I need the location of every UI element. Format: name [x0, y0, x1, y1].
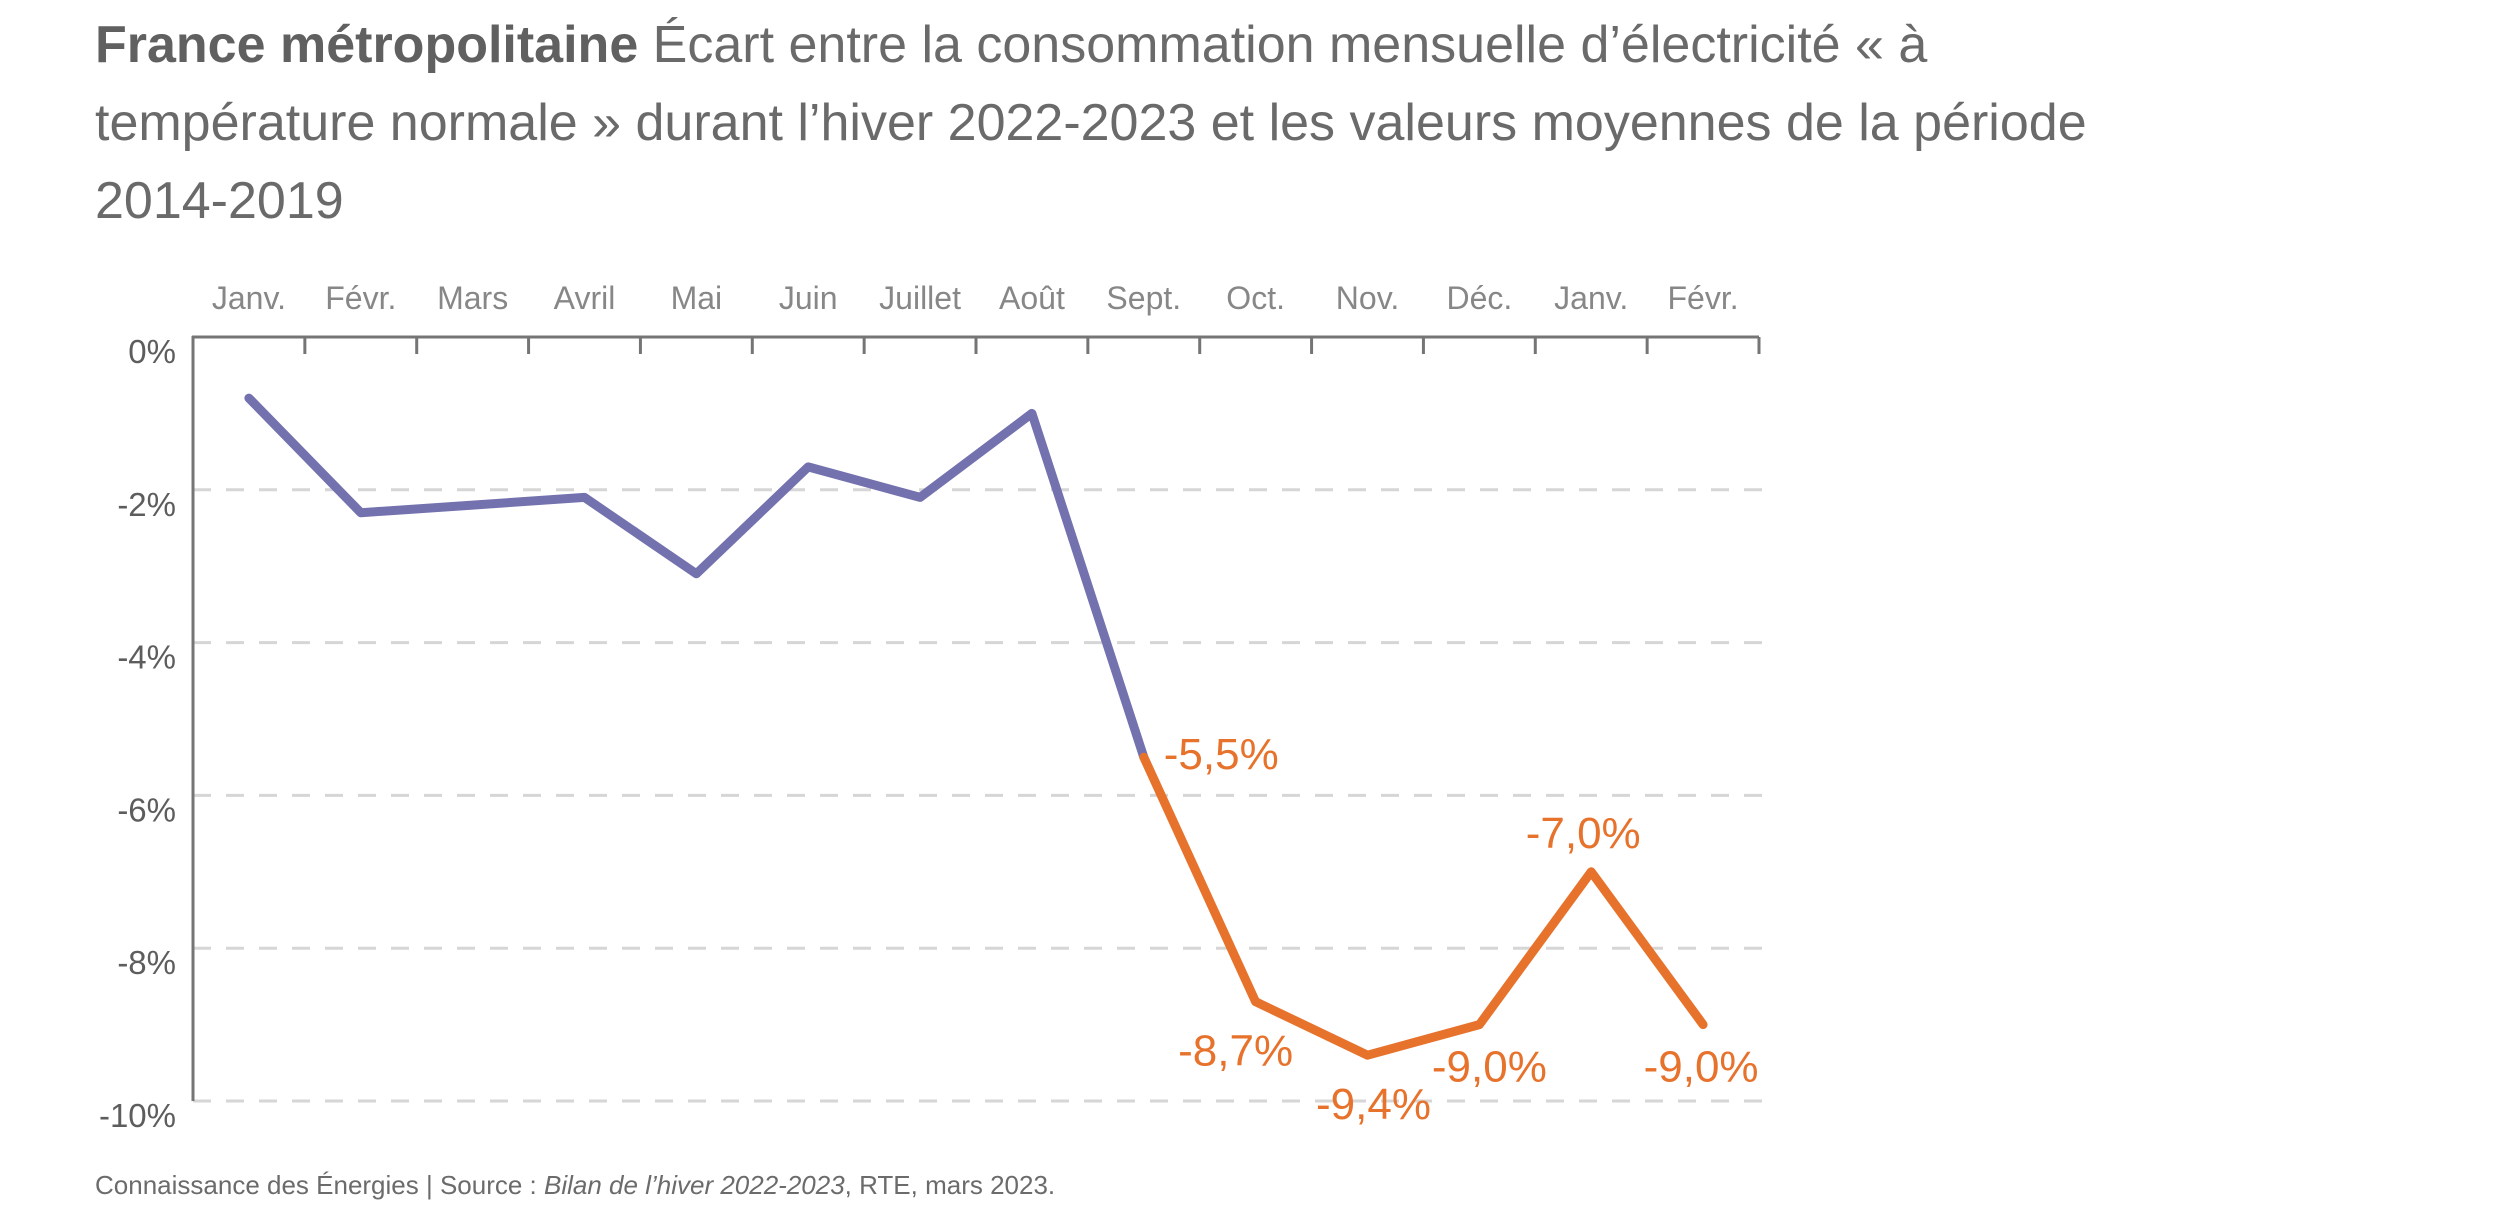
x-axis-label: Sept.	[1106, 280, 1181, 316]
title-line-2: température normale » durant l’hiver 202…	[95, 94, 2087, 152]
x-axis-label: Juillet	[879, 280, 961, 316]
x-axis-label: Mars	[437, 280, 508, 316]
data-point-label: -9,4%	[1316, 1080, 1431, 1129]
title-line-1: France métropolitaine Écart entre la con…	[95, 6, 2465, 84]
x-axis-label: Févr.	[1668, 280, 1739, 316]
x-axis-label: Janv.	[1554, 280, 1628, 316]
y-axis-label: -8%	[117, 944, 176, 981]
source-prefix: Connaissance des Énergies | Source :	[95, 1170, 545, 1200]
data-point-label: -5,5%	[1164, 730, 1279, 779]
title-line-3: 2014-2019	[95, 172, 344, 230]
x-axis-label: Oct.	[1226, 280, 1285, 316]
source-caption: Connaissance des Énergies | Source : Bil…	[95, 1170, 1055, 1201]
data-point-label: -9,0%	[1432, 1043, 1547, 1092]
title-line-1-text: Écart entre la consommation mensuelle d’…	[638, 16, 1928, 74]
y-axis-label: -6%	[117, 791, 176, 828]
source-suffix: , RTE, mars 2023.	[844, 1170, 1056, 1200]
source-title-italic: Bilan de l’hiver 2022-2023	[544, 1170, 845, 1200]
x-axis-label: Avril	[554, 280, 616, 316]
y-axis-label: 0%	[128, 333, 176, 370]
y-axis-label: -4%	[117, 639, 176, 676]
series-line-reference-period-2014-2019	[244, 393, 1149, 762]
y-axis-label: -10%	[99, 1097, 176, 1134]
x-axis-label: Nov.	[1336, 280, 1399, 316]
x-axis-label: Juin	[779, 280, 838, 316]
title-region-label: France métropolitaine	[95, 16, 639, 74]
data-point-label: -8,7%	[1178, 1027, 1293, 1076]
x-axis-label: Déc.	[1446, 280, 1512, 316]
data-point-label: -9,0%	[1644, 1043, 1759, 1092]
data-point-label: -7,0%	[1526, 809, 1641, 858]
y-axis-label: -2%	[117, 486, 176, 523]
series-line-hiver-2022-2023	[1139, 752, 1708, 1060]
x-axis-label: Janv.	[212, 280, 286, 316]
x-axis-label: Août	[999, 280, 1065, 316]
x-axis-label: Mai	[671, 280, 723, 316]
x-axis-label: Févr.	[325, 280, 396, 316]
chart-title: France métropolitaine Écart entre la con…	[95, 6, 2465, 240]
